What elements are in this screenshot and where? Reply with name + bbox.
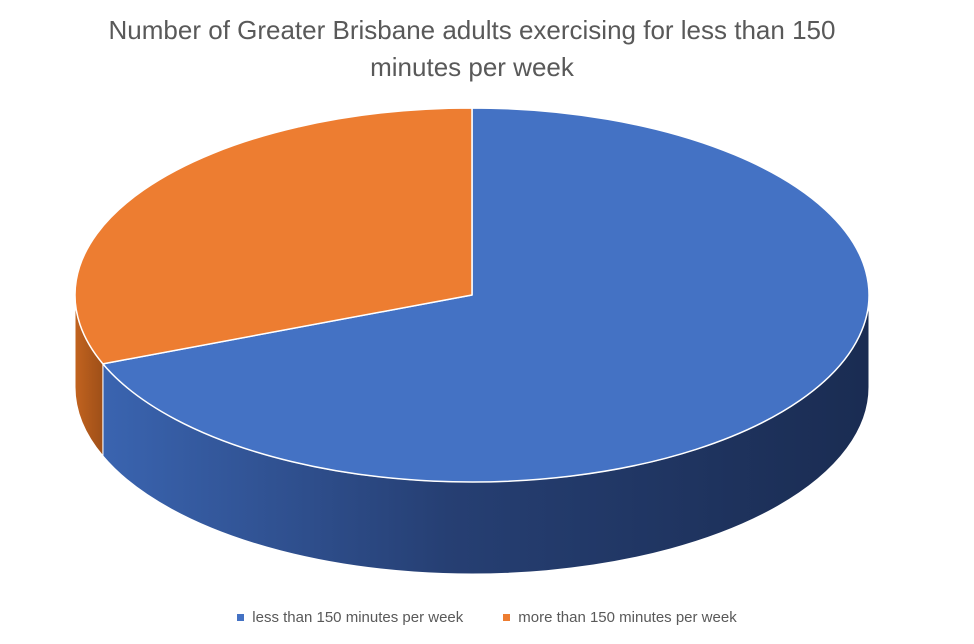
legend-swatch-blue [237,614,245,621]
chart-title-line-2: minutes per week [370,52,574,82]
legend-item-less-than-150: less than 150 minutes per week [237,609,463,626]
chart-title: Number of Greater Brisbane adults exerci… [60,12,884,86]
legend-swatch-orange [503,614,511,621]
chart-title-line-1: Number of Greater Brisbane adults exerci… [108,15,836,45]
legend-label: more than 150 minutes per week [518,609,737,626]
pie-slice-1 [102,107,870,483]
pie-slice-2 [74,107,473,365]
legend-label: less than 150 minutes per week [252,609,464,626]
legend-item-more-than-150: more than 150 minutes per week [503,609,737,626]
chart-legend: less than 150 minutes per week more than… [0,609,974,626]
